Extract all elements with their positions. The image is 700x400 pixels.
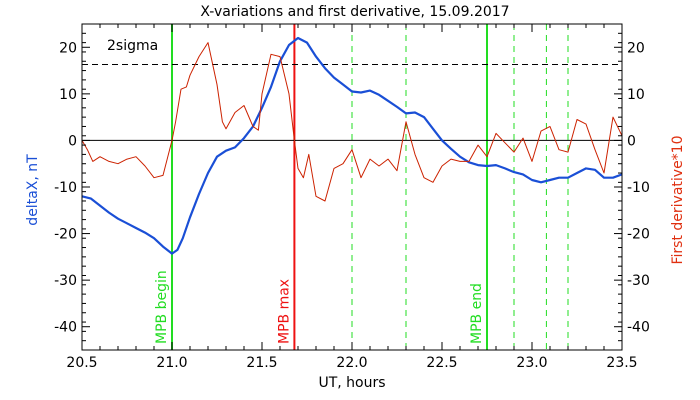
chart-title: X-variations and first derivative, 15.09… xyxy=(200,4,509,20)
y-tick-label-left-5: 10 xyxy=(59,87,77,103)
y-tick-label-left-3: -10 xyxy=(54,180,77,196)
x-tick-label-6: 23.5 xyxy=(606,355,637,371)
x-axis-label: UT, hours xyxy=(318,375,385,391)
y-tick-label-right-1: -30 xyxy=(627,273,650,289)
y-tick-label-right-0: -40 xyxy=(627,320,650,336)
x-tick-label-1: 21.0 xyxy=(156,355,187,371)
y-tick-label-left-6: 20 xyxy=(59,40,77,56)
mpb-marker-label-1: MPB begin xyxy=(154,270,170,344)
y-tick-label-right-2: -20 xyxy=(627,227,650,243)
x-tick-label-2: 21.5 xyxy=(246,355,277,371)
threshold-label: 2sigma xyxy=(107,38,158,54)
y-tick-label-left-0: -40 xyxy=(54,320,77,336)
x-tick-label-3: 22.0 xyxy=(336,355,367,371)
y-tick-label-left-2: -20 xyxy=(54,227,77,243)
x-tick-label-5: 23.0 xyxy=(516,355,547,371)
mpb-marker-label-2: MPB max xyxy=(276,279,292,344)
y-tick-label-right-5: 10 xyxy=(627,87,645,103)
series-line-deltax xyxy=(81,36,623,255)
y-tick-label-right-3: -10 xyxy=(627,180,650,196)
y-tick-label-right-4: 0 xyxy=(627,133,636,149)
right-axis-label: First derivative*10 xyxy=(670,135,686,264)
mpb-marker-label-3: MPB end xyxy=(469,283,485,344)
y-tick-label-right-6: 20 xyxy=(627,40,645,56)
x-tick-label-4: 22.5 xyxy=(426,355,457,371)
y-tick-label-left-4: 0 xyxy=(68,133,77,149)
x-tick-label-0: 20.5 xyxy=(66,355,97,371)
left-axis-label: deltaX, nT xyxy=(25,154,41,226)
y-tick-label-left-1: -30 xyxy=(54,273,77,289)
series-line-derivative xyxy=(81,42,623,202)
